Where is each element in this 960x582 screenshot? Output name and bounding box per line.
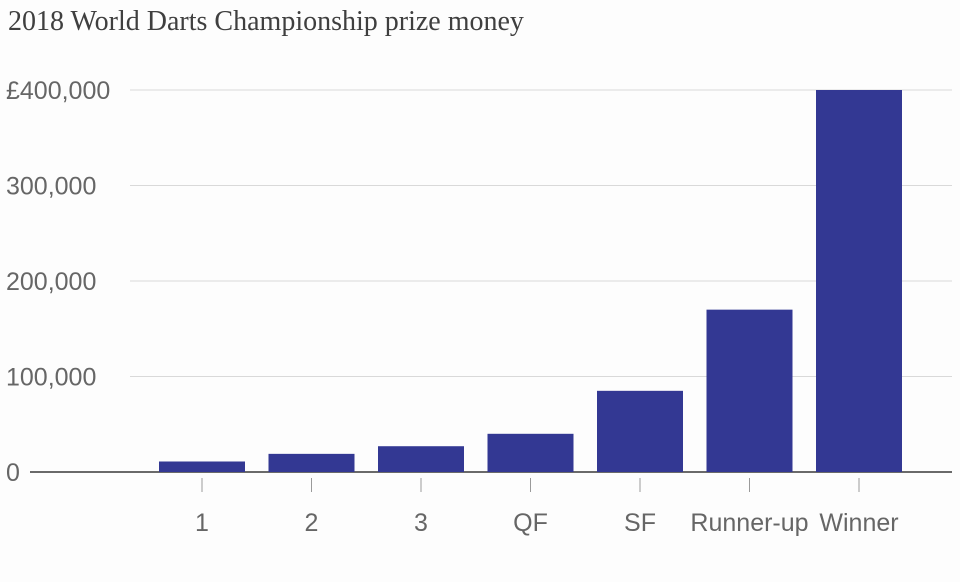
bar — [597, 390, 683, 472]
y-tick-label: £400,000 — [6, 77, 110, 105]
x-tick-label: Winner — [819, 509, 898, 537]
x-tick-label: 1 — [195, 509, 209, 537]
bar — [706, 309, 793, 472]
bar — [487, 433, 574, 472]
x-tick-label: SF — [624, 509, 656, 537]
x-tick-label: Runner-up — [690, 509, 808, 537]
y-tick-label: 100,000 — [6, 364, 96, 392]
bar — [378, 446, 464, 472]
bar — [268, 453, 355, 472]
x-tick-label: 3 — [414, 509, 428, 537]
y-tick-label: 0 — [6, 459, 20, 487]
bar — [816, 90, 902, 472]
x-tick-label: QF — [513, 509, 548, 537]
bar — [159, 461, 245, 472]
x-tick-label: 2 — [305, 509, 319, 537]
y-tick-label: 200,000 — [6, 268, 96, 296]
chart-title: 2018 World Darts Championship prize mone… — [8, 6, 524, 37]
y-tick-label: 300,000 — [6, 173, 96, 201]
